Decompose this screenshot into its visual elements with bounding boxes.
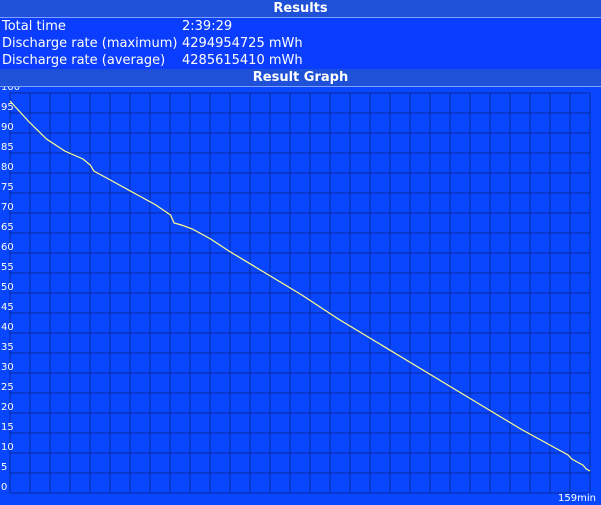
result-value: 2:39:29 [182,19,233,34]
y-tick-label: 25 [1,382,14,393]
plot-background [0,87,601,505]
y-tick-label: 75 [1,182,14,193]
result-row: Discharge rate (maximum) 4294954725 mWh [0,35,601,52]
result-label: Discharge rate (maximum) [2,36,178,51]
result-row: Total time 2:39:29 [0,18,601,35]
y-tick-label: 0 [1,482,7,493]
result-value: 4294954725 mWh [182,36,303,51]
data-line [9,100,591,472]
y-tick-label: 15 [1,422,14,433]
result-value: 4285615410 mWh [182,53,303,68]
graph-header: Result Graph [0,69,601,87]
chart: 0 5 10 15 20 25 30 35 40 45 50 55 60 65 70 75 80 85 90 95 10… [0,87,601,505]
result-label: Discharge rate (average) [2,53,166,68]
y-tick-label: 30 [1,362,14,373]
y-tick-label: 5 [1,462,7,473]
y-tick-label: 35 [1,342,14,353]
results-header: Results [0,0,601,18]
y-tick-label: 85 [1,142,14,153]
y-tick-label: 90 [1,122,14,133]
y-tick-label: 100 [1,87,20,93]
y-tick-label: 10 [1,442,14,453]
result-label: Total time [2,19,66,34]
y-tick-label: 60 [1,242,14,253]
y-tick-label: 20 [1,402,14,413]
y-tick-label: 50 [1,282,14,293]
y-tick-label: 80 [1,162,14,173]
x-axis-end-label: 159min [558,493,596,504]
result-row: Discharge rate (average) 4285615410 mWh [0,52,601,69]
y-tick-label: 45 [1,302,14,313]
y-tick-label: 40 [1,322,14,333]
y-tick-label: 65 [1,222,14,233]
y-tick-label: 55 [1,262,14,273]
y-tick-label: 70 [1,202,14,213]
y-tick-label: 95 [1,102,14,113]
